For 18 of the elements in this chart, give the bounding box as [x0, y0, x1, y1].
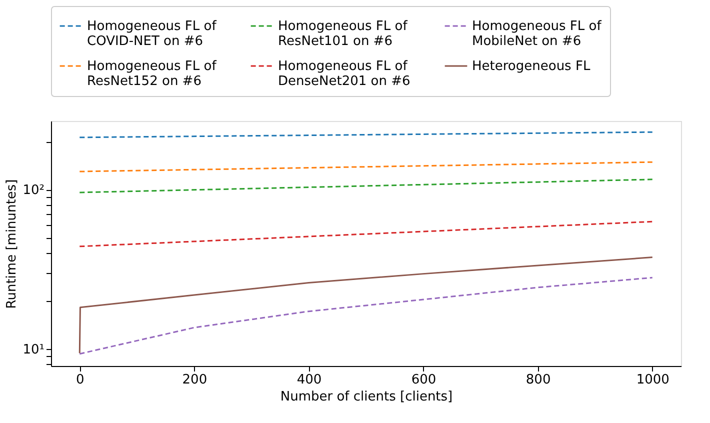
legend-label: Homogeneous FL of ResNet101 on #6 — [278, 19, 408, 49]
line-series — [78, 256, 654, 354]
x-tick-label: 1000 — [636, 372, 670, 388]
legend-label: Homogeneous FL of MobileNet on #6 — [472, 19, 602, 49]
x-tick-label: 600 — [411, 372, 436, 388]
x-tick-label: 0 — [76, 372, 84, 388]
x-tick-label: 200 — [182, 372, 208, 388]
legend-label: Homogeneous FL of ResNet152 on #6 — [87, 59, 217, 89]
y-tick-label: 10² — [22, 183, 44, 198]
legend-label: Homogeneous FL of COVID-NET on #6 — [87, 19, 217, 49]
legend-label: Homogeneous FL of DenseNet201 on #6 — [278, 59, 410, 89]
line-series — [78, 276, 654, 355]
x-axis-title: Number of clients [clients] — [280, 390, 453, 404]
x-tick-label: 800 — [526, 372, 551, 388]
x-tick-label: 400 — [296, 372, 322, 388]
y-tick-label: 10¹ — [22, 342, 44, 358]
y-axis-title: Runtime [minuntes] — [4, 179, 20, 309]
legend-label: Heterogeneous FL — [472, 59, 591, 74]
